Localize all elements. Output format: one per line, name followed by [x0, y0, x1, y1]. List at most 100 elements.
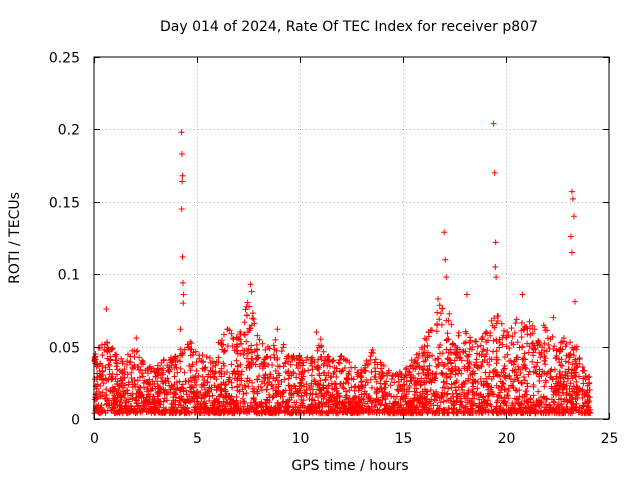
background-point	[573, 378, 580, 385]
background-point	[229, 384, 236, 391]
background-point	[201, 392, 208, 399]
background-point	[236, 336, 243, 343]
background-point	[496, 393, 503, 400]
background-point	[480, 346, 487, 353]
background-point	[510, 361, 517, 368]
background-point	[231, 410, 238, 417]
background-point	[517, 409, 524, 416]
background-point	[567, 392, 574, 399]
background-point	[473, 390, 480, 397]
background-point	[236, 381, 243, 388]
background-point	[244, 410, 251, 417]
x-tick-label: 25	[601, 431, 619, 447]
background-point	[457, 401, 464, 408]
background-point	[448, 384, 455, 391]
background-point	[164, 397, 170, 404]
background-point	[166, 366, 173, 373]
background-point	[263, 386, 270, 393]
background-point	[322, 410, 329, 417]
background-point	[423, 336, 430, 343]
background-point	[469, 379, 476, 386]
background-point	[460, 379, 467, 386]
background-point	[248, 342, 255, 349]
background-point	[213, 387, 220, 394]
data-point	[441, 229, 448, 236]
background-point	[421, 349, 428, 356]
background-point	[456, 355, 463, 362]
background-point	[237, 340, 244, 347]
background-point	[521, 350, 528, 357]
background-point	[281, 376, 288, 383]
background-point	[540, 409, 547, 416]
background-point	[561, 383, 568, 390]
background-point	[478, 362, 485, 369]
background-point	[249, 355, 256, 362]
background-point	[144, 370, 151, 377]
background-point	[187, 367, 194, 374]
background-point	[438, 321, 445, 328]
background-point	[481, 398, 488, 405]
background-point	[299, 368, 306, 375]
background-point	[401, 386, 408, 393]
background-point	[162, 407, 169, 414]
background-point	[415, 354, 422, 361]
background-point	[234, 383, 241, 390]
background-point	[488, 317, 495, 324]
background-point	[218, 373, 225, 380]
y-axis-label: ROTI / TECUs	[7, 192, 23, 284]
background-point	[433, 328, 440, 335]
background-point	[330, 401, 337, 408]
background-point	[336, 393, 343, 400]
background-point	[105, 361, 112, 368]
data-point	[177, 326, 184, 333]
background-point	[126, 359, 133, 366]
background-point	[523, 391, 530, 398]
background-point	[486, 369, 493, 376]
background-point	[508, 325, 515, 332]
background-point	[220, 341, 227, 348]
background-point	[530, 369, 537, 376]
background-point	[378, 361, 385, 368]
background-point	[325, 370, 332, 377]
background-point	[187, 338, 194, 345]
background-point	[240, 391, 247, 398]
y-tick-label: 0.25	[49, 51, 80, 67]
background-point	[172, 390, 179, 397]
background-point	[280, 363, 287, 370]
background-point	[561, 382, 568, 389]
background-point	[521, 393, 528, 400]
background-point	[536, 338, 543, 345]
background-point	[233, 393, 240, 400]
background-point	[251, 409, 258, 416]
background-point	[181, 346, 188, 353]
background-point	[426, 378, 433, 385]
background-point	[449, 340, 456, 347]
background-point	[526, 325, 533, 332]
background-point	[557, 362, 564, 369]
background-point	[391, 402, 398, 409]
background-point	[403, 364, 410, 371]
data-point	[572, 298, 579, 305]
background-point	[135, 400, 142, 407]
background-point	[352, 383, 359, 390]
background-point	[550, 345, 557, 352]
background-point	[140, 361, 147, 368]
background-point	[114, 366, 121, 373]
background-point	[212, 368, 219, 375]
background-point	[557, 339, 564, 346]
background-point	[555, 379, 562, 386]
background-point	[104, 339, 111, 346]
background-point	[385, 367, 392, 374]
background-point	[182, 407, 189, 414]
background-point	[117, 375, 124, 382]
background-point	[415, 370, 422, 377]
background-point	[164, 362, 171, 369]
background-point	[169, 358, 176, 365]
background-point	[177, 365, 184, 372]
background-point	[140, 384, 147, 391]
background-point	[500, 369, 507, 376]
background-point	[119, 380, 126, 387]
background-point	[141, 402, 148, 409]
background-point	[434, 320, 441, 327]
background-point	[120, 391, 127, 398]
